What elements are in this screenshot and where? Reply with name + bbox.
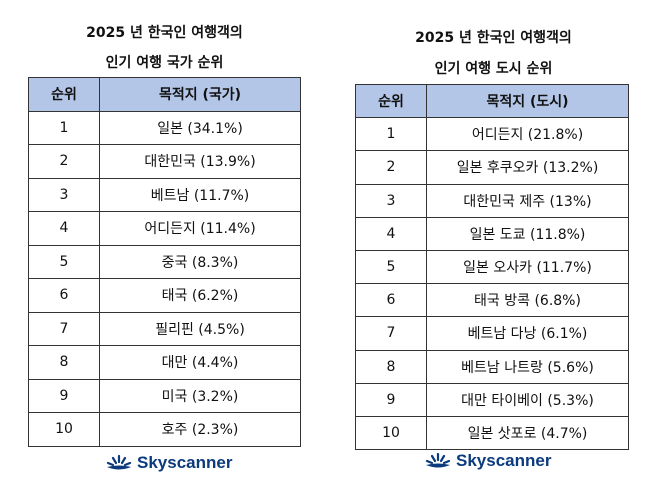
title-line-2: 인기 여행 도시 순위 [434,61,553,77]
destination-cell: 미국 (3.2%) [99,378,301,413]
table-row: 8 베트남 나트랑 (5.6%) [355,349,629,384]
destination-cell: 태국 방콕 (6.8%) [426,283,629,318]
rank-cell: 5 [355,249,427,285]
column-header: 목적지 (국가) [99,77,301,112]
rank-cell: 1 [28,110,100,145]
logo-text: Skyscanner [456,451,552,470]
table-row: 7 베트남 다낭 (6.1%) [355,316,629,351]
title-line-2: 인기 여행 국가 순위 [105,55,224,71]
destination-cell: 일본 후쿠오카 (13.2%) [426,150,629,185]
destination-cell: 대만 (4.4%) [99,345,301,380]
destination-cell: 태국 (6.2%) [99,278,301,313]
table-row: 3 대한민국 제주 (13%) [355,183,629,218]
country-ranking-panel: 2025 년 한국인 여행객의 인기 여행 국가 순위 순위 목적지 (국가) 1 일… [28,25,301,473]
city-ranking-table: 순위 목적지 (도시) 1 어디든지 (21.8%) 2 일본 후쿠오카 (13.2%) 3… [355,83,629,451]
header-row: 순위 목적지 (국가) [28,77,301,112]
destination-cell: 중국 (8.3%) [99,244,301,279]
rank-cell: 5 [28,244,100,279]
destination-cell: 일본 도쿄 (11.8%) [426,216,629,251]
column-header: 목적지 (도시) [426,83,629,119]
rank-cell: 8 [28,345,100,380]
destination-cell: 대한민국 제주 (13%) [426,183,629,218]
table-row: 1 어디든지 (21.8%) [355,117,629,152]
country-ranking-table: 순위 목적지 (국가) 1 일본 (34.1%) 2 대한민국 (13.9%) 3 베트남 (… [28,77,301,447]
rank-cell: 2 [355,150,427,185]
table-row: 5 중국 (8.3%) [28,244,301,279]
title-line-1: 2025 년 한국인 여행객의 [415,30,572,46]
rank-cell: 6 [355,283,427,318]
column-header: 순위 [355,83,427,119]
city-ranking-panel: 2025 년 한국인 여행객의 인기 여행 도시 순위 순위 목적지 (도시) 1 어… [329,0,658,487]
table-row: 3 베트남 (11.7%) [28,177,301,212]
rank-cell: 8 [355,349,427,384]
table-row: 6 태국 (6.2%) [28,278,301,313]
table-row: 7 필리핀 (4.5%) [28,311,301,346]
table-row: 8 대만 (4.4%) [28,345,301,380]
destination-cell: 일본 삿포로 (4.7%) [426,415,629,451]
destination-cell: 일본 (34.1%) [99,110,301,145]
rank-cell: 2 [28,144,100,179]
rank-cell: 4 [355,216,427,251]
skyscanner-logo: Skyscanner [106,453,232,473]
rank-cell: 3 [355,183,427,218]
destination-cell: 어디든지 (11.4%) [99,211,301,246]
rank-cell: 7 [28,311,100,346]
rank-cell: 6 [28,278,100,313]
destination-cell: 베트남 (11.7%) [99,177,301,212]
table-row: 9 대만 타이베이 (5.3%) [355,382,629,417]
rank-cell: 4 [28,211,100,246]
table-row: 2 대한민국 (13.9%) [28,144,301,179]
rank-cell: 9 [355,382,427,417]
destination-cell: 일본 오사카 (11.7%) [426,249,629,285]
destination-cell: 대만 타이베이 (5.3%) [426,382,629,417]
sunrise-icon [425,452,451,468]
rank-cell: 7 [355,316,427,351]
title-line-1: 2025 년 한국인 여행객의 [86,25,243,41]
destination-cell: 필리핀 (4.5%) [99,311,301,346]
destination-cell: 어디든지 (21.8%) [426,117,629,152]
table-row: 5 일본 오사카 (11.7%) [355,249,629,285]
table-row: 9 미국 (3.2%) [28,378,301,413]
header-row: 순위 목적지 (도시) [355,83,629,119]
table-row: 2 일본 후쿠오카 (13.2%) [355,150,629,185]
destination-cell: 베트남 나트랑 (5.6%) [426,349,629,384]
table-row: 10 호주 (2.3%) [28,412,301,447]
destination-cell: 베트남 다낭 (6.1%) [426,316,629,351]
rank-cell: 3 [28,177,100,212]
table-row: 4 어디든지 (11.4%) [28,211,301,246]
sunrise-icon [106,454,132,470]
skyscanner-logo: Skyscanner [425,451,551,471]
table-row: 4 일본 도쿄 (11.8%) [355,216,629,251]
column-header: 순위 [28,77,100,112]
table-row: 1 일본 (34.1%) [28,110,301,145]
rank-cell: 9 [28,378,100,413]
rank-cell: 1 [355,117,427,152]
rank-cell: 10 [355,415,427,451]
logo-text: Skyscanner [137,453,233,472]
table-row: 6 태국 방콕 (6.8%) [355,283,629,318]
destination-cell: 호주 (2.3%) [99,412,301,447]
rank-cell: 10 [28,412,100,447]
destination-cell: 대한민국 (13.9%) [99,144,301,179]
table-row: 10 일본 삿포로 (4.7%) [355,415,629,451]
